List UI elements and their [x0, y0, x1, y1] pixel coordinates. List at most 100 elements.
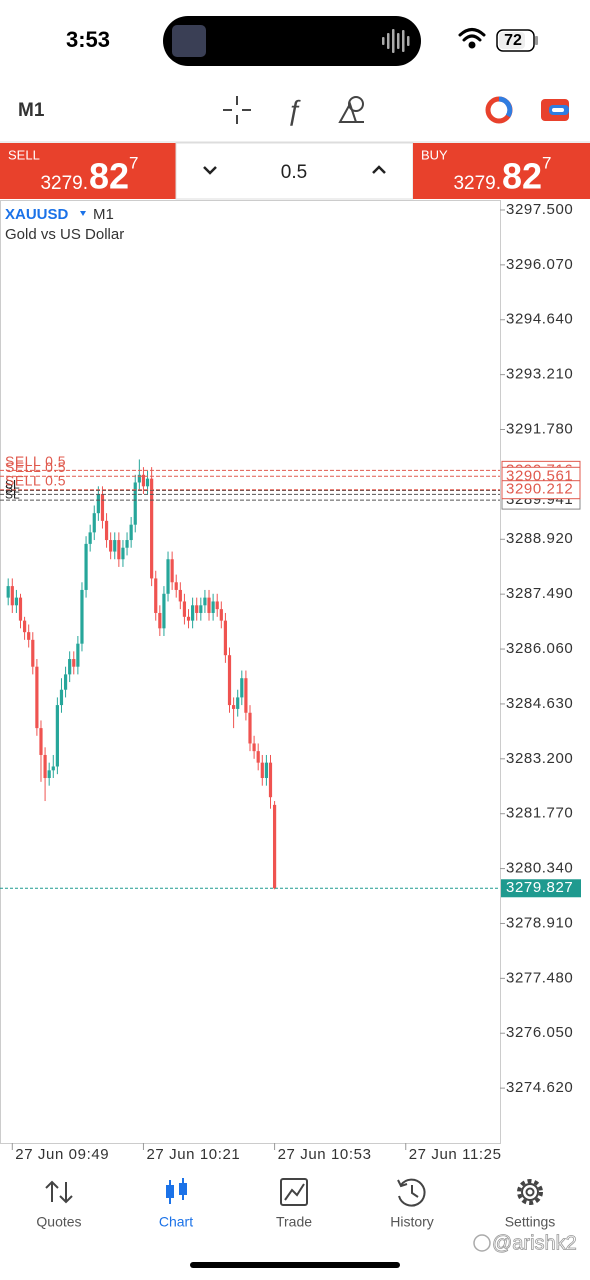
candle-body	[199, 605, 203, 613]
candle-body	[59, 689, 64, 706]
objects-icon[interactable]	[338, 96, 364, 123]
y-tick-label: 3297.500	[506, 201, 573, 218]
candle-body	[133, 482, 137, 525]
album-art	[172, 25, 206, 57]
candle-body	[35, 666, 39, 729]
candle-body	[203, 597, 207, 606]
wifi-icon	[458, 28, 486, 49]
volume-value[interactable]: 0.5	[281, 162, 307, 183]
candle-body	[22, 620, 27, 633]
candle-body	[252, 743, 256, 752]
candle-body	[182, 601, 187, 617]
tab-label[interactable]: Quotes	[36, 1214, 81, 1230]
x-tick-label: 27 Jun 11:25	[409, 1146, 502, 1163]
tab-label[interactable]: Trade	[276, 1214, 312, 1230]
battery-text: 72	[504, 32, 522, 49]
history-icon[interactable]	[397, 1178, 426, 1207]
quotes-icon[interactable]	[45, 1180, 73, 1204]
candle-body	[104, 520, 109, 541]
candle-body	[260, 762, 264, 779]
candle-body	[117, 540, 121, 560]
tab-label[interactable]: Chart	[159, 1214, 193, 1230]
candle-body	[236, 697, 240, 709]
candle-body	[186, 616, 191, 621]
volume-down[interactable]	[203, 166, 217, 175]
indicator-ring-icon[interactable]	[485, 96, 513, 124]
candle-body	[145, 478, 150, 487]
volume-up[interactable]	[372, 165, 386, 174]
candle-body	[113, 540, 117, 552]
candle-body	[248, 712, 252, 744]
sell-button[interactable]	[0, 143, 176, 199]
candle-body	[215, 601, 219, 610]
chart-symbol[interactable]: XAUUSD	[5, 206, 69, 223]
x-tick-label: 27 Jun 10:53	[278, 1146, 372, 1163]
order-label: SELL 0.5	[5, 472, 66, 488]
sl-label: SL	[5, 482, 20, 496]
y-tick-label: 3274.620	[506, 1079, 573, 1096]
watermark-logo	[473, 1234, 491, 1252]
y-tick-label: 3291.780	[506, 420, 573, 437]
candle-body	[55, 705, 59, 767]
y-tick-label: 3278.910	[506, 914, 573, 931]
waveform	[382, 29, 410, 53]
y-tick-label: 3294.640	[506, 311, 573, 328]
candle-body	[92, 513, 96, 533]
sl-label: SL	[5, 478, 20, 492]
candle-body	[137, 474, 141, 483]
buy-price-big: 82	[502, 156, 542, 197]
x-tick-label: 27 Jun 10:21	[146, 1146, 240, 1163]
tab-label[interactable]: Settings	[505, 1214, 556, 1230]
chart-icon[interactable]	[166, 1178, 187, 1204]
crosshair-icon[interactable]	[223, 96, 251, 124]
buy-label: BUY	[421, 147, 448, 162]
order-label: SELL 0.5	[5, 453, 66, 469]
sell-price-prefix: 3279.	[40, 173, 88, 194]
chart-frame	[0, 200, 501, 1144]
current-price: 3279.827	[506, 879, 573, 896]
candle-body	[39, 728, 43, 755]
dynamic-island	[163, 16, 421, 66]
y-tick-label: 3283.200	[506, 750, 573, 767]
order-label: SELL 0.5	[5, 459, 66, 475]
candle-body	[207, 597, 211, 613]
candle-body	[195, 605, 199, 613]
candle-body	[109, 540, 113, 552]
y-tick-label: 3276.050	[506, 1024, 573, 1041]
candle-body	[31, 639, 35, 667]
candle-body	[219, 609, 223, 621]
candle-body	[43, 754, 47, 779]
battery-cap	[535, 36, 538, 45]
sell-label: SELL	[8, 147, 40, 162]
y-tick-label: 3293.210	[506, 366, 573, 383]
candle-body	[121, 547, 125, 560]
candle-body	[18, 597, 23, 621]
candle-body	[158, 612, 162, 629]
candle-body	[154, 578, 158, 613]
symbol-dropdown[interactable]	[80, 211, 86, 216]
settings-icon[interactable]	[517, 1179, 543, 1205]
candle-body	[141, 474, 146, 487]
candle-body	[47, 770, 51, 779]
chart-timeframe: M1	[93, 206, 114, 223]
candle-body	[191, 605, 195, 621]
candle-body	[68, 659, 72, 675]
candle-body	[80, 589, 84, 644]
trade-icon[interactable]	[541, 99, 569, 121]
timeframe-button[interactable]: M1	[18, 100, 45, 121]
candle-body	[240, 678, 244, 698]
candle-body	[232, 705, 236, 709]
y-tick-label: 3288.920	[506, 530, 573, 547]
order-price: 3290.212	[506, 481, 573, 498]
trade-tab-icon[interactable]	[280, 1178, 308, 1206]
watermark: @arishk2	[492, 1232, 577, 1254]
candle-body	[96, 493, 100, 514]
candle-body	[170, 559, 174, 583]
indicators-icon[interactable]: ƒ	[286, 94, 302, 125]
status-time: 3:53	[66, 27, 110, 52]
candle-body	[84, 543, 88, 590]
tab-label[interactable]: History	[390, 1214, 434, 1230]
candle-body	[125, 540, 129, 548]
buy-button[interactable]	[413, 143, 590, 199]
